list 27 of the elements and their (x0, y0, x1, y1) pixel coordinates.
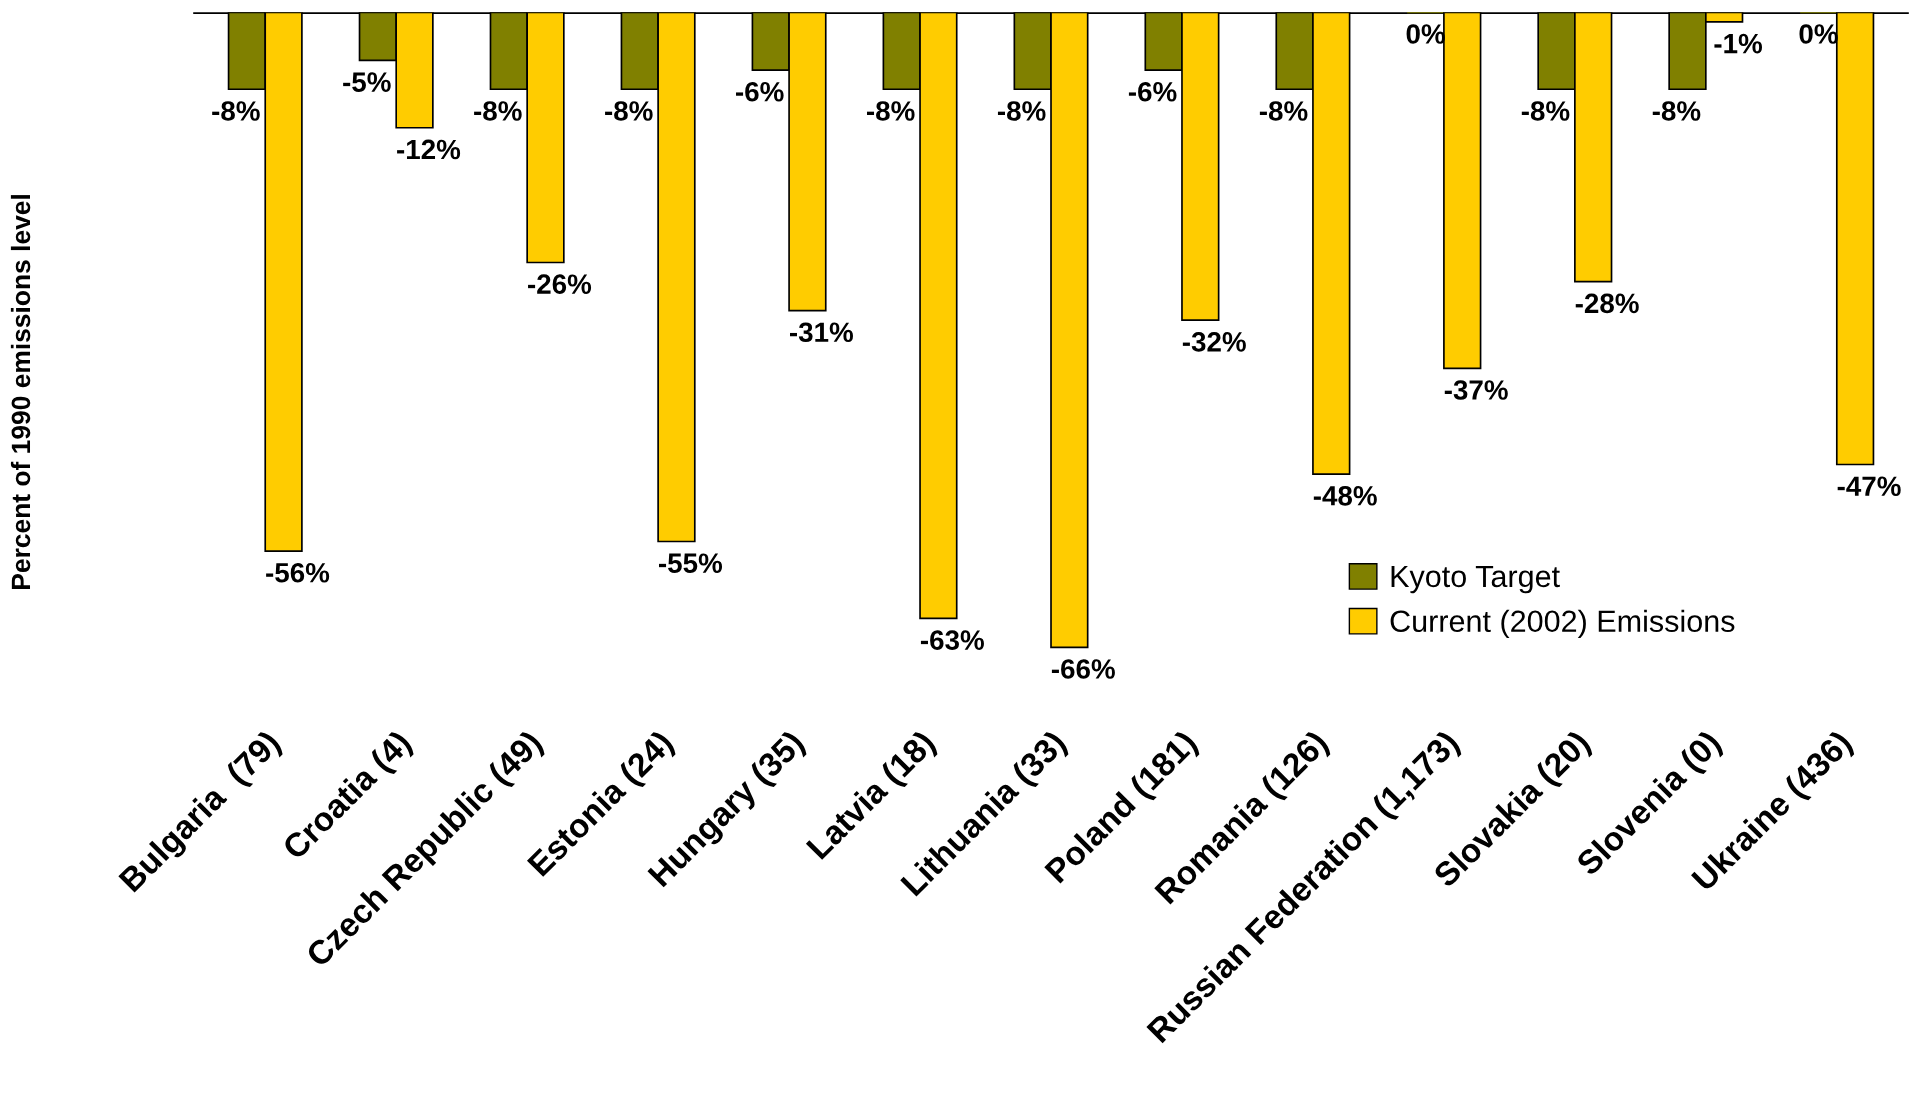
data-label: -8% (212, 101, 260, 121)
data-label: -32% (1182, 332, 1246, 352)
data-label: -8% (1652, 101, 1701, 121)
data-label: -8% (1521, 101, 1570, 121)
legend-label: Kyoto Target (1391, 565, 1560, 594)
data-label: -66% (1051, 659, 1115, 679)
data-label: -5% (343, 72, 391, 92)
data-label: -47% (1837, 476, 1901, 496)
data-label: -55% (659, 553, 723, 573)
data-label: -8% (997, 101, 1046, 121)
data-label: -8% (605, 101, 653, 121)
data-label: -6% (736, 81, 784, 102)
legend-label: Current (2002) Emissions (1390, 609, 1735, 639)
data-label: -8% (1259, 101, 1308, 121)
data-label: -63% (920, 630, 984, 650)
data-label: -37% (1444, 380, 1508, 400)
data-label: -31% (789, 322, 853, 343)
data-label: -28% (1575, 293, 1639, 314)
data-label: -1% (1714, 33, 1763, 54)
data-label: -56% (266, 562, 330, 583)
data-label: -8% (866, 101, 915, 121)
data-label: -12% (397, 139, 461, 160)
data-label: -48% (1313, 485, 1377, 506)
data-label: -26% (528, 274, 592, 294)
y-axis-title: Percent of 1990 emissions level (10, 195, 31, 589)
data-label: -6% (1128, 81, 1177, 102)
data-label: -8% (474, 101, 522, 121)
